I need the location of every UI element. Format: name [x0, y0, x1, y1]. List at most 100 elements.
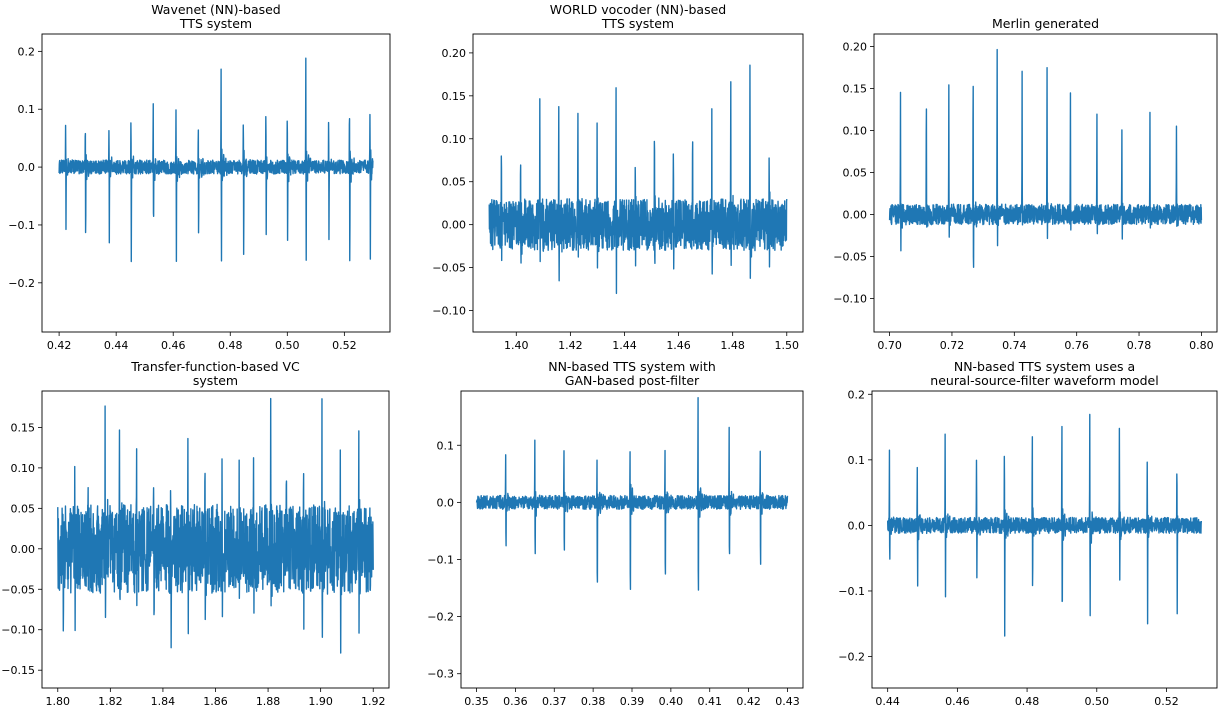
- x-tick-label: 0.78: [1127, 339, 1152, 352]
- axes-frame: [41, 33, 391, 333]
- axes-frame: [472, 33, 804, 333]
- y-tick-label: 0.15: [843, 83, 868, 96]
- waveform-line: [475, 396, 789, 591]
- subplot-title-line: WORLD vocoder (NN)-based: [550, 2, 726, 17]
- x-tick-label: 1.80: [46, 695, 71, 708]
- x-tick-label: 0.38: [581, 695, 606, 708]
- x-tick-label: 1.90: [308, 695, 333, 708]
- x-tick-label: 0.52: [332, 339, 357, 352]
- x-tick-label: 0.48: [218, 339, 243, 352]
- waveform-line: [888, 48, 1203, 268]
- subplot-title-line: TTS system: [601, 16, 674, 31]
- y-tick-label: 0.15: [442, 90, 467, 103]
- x-tick-label: 0.37: [542, 695, 567, 708]
- x-tick-label: 0.39: [620, 695, 645, 708]
- x-tick-label: 1.40: [504, 339, 529, 352]
- y-tick-label: −0.10: [1, 624, 35, 637]
- y-tick-label: 0.2: [18, 45, 36, 58]
- x-tick-label: 0.41: [697, 695, 722, 708]
- subplot-3: Merlin generated 0.70 0.72 0.74 0.76 0.78 0.80…: [833, 16, 1218, 352]
- x-tick-label: 1.50: [775, 339, 800, 352]
- y-tick-label: 0.0: [437, 496, 455, 509]
- y-tick-label: −0.05: [1, 583, 35, 596]
- x-tick-label: 1.48: [720, 339, 745, 352]
- subplot-title-line: neural-source-filter waveform model: [930, 373, 1158, 388]
- axes-frame: [873, 33, 1218, 333]
- subplot-title-line: TTS system: [179, 16, 252, 31]
- x-tick-label: 0.43: [775, 695, 800, 708]
- x-tick-label: 1.82: [98, 695, 123, 708]
- y-tick-label: 0.10: [442, 133, 467, 146]
- y-tick-label: 0.1: [437, 439, 455, 452]
- y-tick-label: 0.00: [843, 208, 868, 221]
- x-tick-label: 0.70: [877, 339, 902, 352]
- x-tick-label: 1.86: [203, 695, 228, 708]
- x-tick-label: 0.50: [1085, 695, 1110, 708]
- waveform-line: [886, 413, 1203, 637]
- y-tick-label: 0.1: [848, 454, 866, 467]
- x-tick-label: 0.52: [1154, 695, 1179, 708]
- y-tick-label: 0.20: [442, 47, 467, 60]
- x-tick-label: 1.84: [151, 695, 176, 708]
- y-tick-label: 0.00: [442, 219, 467, 232]
- x-tick-label: 1.92: [361, 695, 386, 708]
- x-tick-label: 1.88: [256, 695, 281, 708]
- x-tick-label: 0.42: [736, 695, 761, 708]
- x-tick-label: 1.46: [666, 339, 691, 352]
- y-tick-label: 0.1: [18, 103, 36, 116]
- x-tick-label: 0.48: [1015, 695, 1040, 708]
- x-tick-label: 0.44: [875, 695, 900, 708]
- y-tick-label: −0.1: [8, 219, 35, 232]
- y-tick-label: −0.1: [427, 553, 454, 566]
- y-tick-label: 0.0: [18, 161, 36, 174]
- x-tick-label: 0.42: [47, 339, 72, 352]
- x-tick-label: 0.36: [503, 695, 528, 708]
- axes-frame: [460, 390, 804, 689]
- subplot-6: NN-based TTS system uses aneural-source-…: [838, 359, 1218, 708]
- x-tick-label: 0.76: [1064, 339, 1089, 352]
- y-tick-label: 0.15: [11, 421, 36, 434]
- x-tick-label: 0.50: [275, 339, 300, 352]
- y-tick-label: 0.2: [848, 388, 866, 401]
- waveform-line: [57, 397, 374, 654]
- y-tick-label: −0.3: [427, 668, 454, 681]
- y-tick-label: 0.05: [843, 167, 868, 180]
- x-tick-label: 1.42: [558, 339, 583, 352]
- waveform-line: [488, 64, 788, 295]
- y-tick-label: −0.05: [833, 250, 867, 263]
- y-tick-label: 0.00: [11, 543, 36, 556]
- y-tick-label: 0.20: [843, 41, 868, 54]
- x-tick-label: 1.44: [612, 339, 637, 352]
- x-tick-label: 0.72: [940, 339, 965, 352]
- subplot-title-line: Merlin generated: [992, 16, 1099, 31]
- y-tick-label: 0.10: [11, 462, 36, 475]
- waveform-line: [58, 57, 374, 263]
- y-tick-label: −0.2: [427, 611, 454, 624]
- subplot-title-line: GAN-based post-filter: [565, 373, 700, 388]
- y-tick-label: 0.05: [11, 502, 36, 515]
- y-tick-label: −0.2: [838, 651, 865, 664]
- subplot-title-line: NN-based TTS system uses a: [954, 359, 1135, 374]
- subplot-title-line: Wavenet (NN)-based: [151, 2, 281, 17]
- x-tick-label: 0.74: [1002, 339, 1027, 352]
- x-tick-label: 0.46: [161, 339, 186, 352]
- y-tick-label: −0.10: [833, 292, 867, 305]
- x-tick-label: 0.80: [1189, 339, 1214, 352]
- subplot-title-line: NN-based TTS system with: [548, 359, 716, 374]
- y-tick-label: −0.05: [432, 262, 466, 275]
- x-tick-label: 0.40: [659, 695, 684, 708]
- subplot-title-line: Transfer-function-based VC: [130, 359, 300, 374]
- x-tick-label: 0.46: [945, 695, 970, 708]
- y-tick-label: −0.2: [8, 277, 35, 290]
- subplot-title-line: system: [193, 373, 238, 388]
- x-tick-label: 0.35: [464, 695, 489, 708]
- axes-frame: [871, 390, 1218, 689]
- y-tick-label: −0.1: [838, 585, 865, 598]
- x-tick-label: 0.44: [104, 339, 129, 352]
- y-tick-label: 0.05: [442, 176, 467, 189]
